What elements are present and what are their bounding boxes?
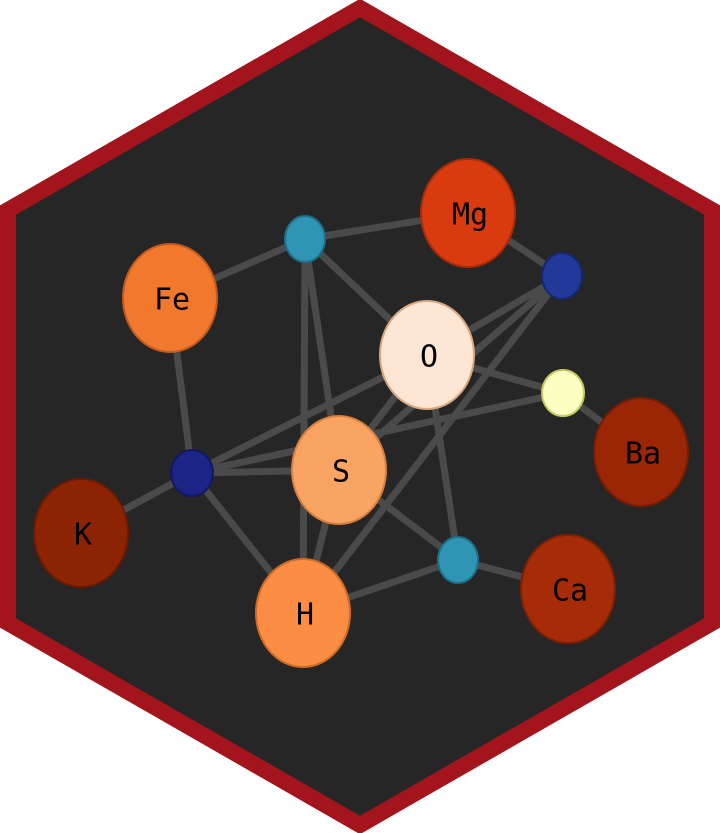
node-ba-label: Ba (625, 437, 661, 472)
node-h-label: H (296, 598, 314, 633)
node-o-label: O (420, 340, 438, 375)
node-layer: Fe Mg O S H K Ba Ca (33, 158, 689, 668)
node-fe-label: Fe (154, 283, 190, 318)
node-h: H (255, 558, 351, 668)
node-navy1 (541, 252, 583, 300)
node-navy1-circle (541, 252, 583, 300)
node-teal1-circle (284, 215, 326, 263)
node-k-label: K (74, 518, 92, 553)
node-s-label: S (332, 455, 350, 490)
node-o: O (379, 300, 475, 410)
node-fe: Fe (122, 243, 218, 353)
node-mg: Mg (420, 158, 516, 268)
node-yellow1 (541, 369, 585, 417)
node-ba-circle (593, 397, 689, 507)
node-ca-circle (520, 534, 616, 644)
node-fe-circle (122, 243, 218, 353)
node-navy2 (170, 449, 214, 497)
node-k: K (33, 478, 129, 588)
node-ca-label: Ca (552, 574, 588, 609)
node-teal2-circle (437, 536, 479, 584)
edge-teal1-h (299, 235, 309, 617)
node-o-circle (379, 300, 475, 410)
node-teal2 (437, 536, 479, 584)
node-yellow1-circle (541, 369, 585, 417)
node-mg-label: Mg (452, 198, 488, 233)
node-navy2-circle (170, 449, 214, 497)
node-s: S (291, 415, 387, 525)
node-teal1 (284, 215, 326, 263)
node-mg-circle (420, 158, 516, 268)
node-ba: Ba (593, 397, 689, 507)
node-ca: Ca (520, 534, 616, 644)
node-h-circle (255, 558, 351, 668)
node-s-circle (291, 415, 387, 525)
edge-h-navy1 (299, 272, 566, 617)
node-k-circle (33, 478, 129, 588)
